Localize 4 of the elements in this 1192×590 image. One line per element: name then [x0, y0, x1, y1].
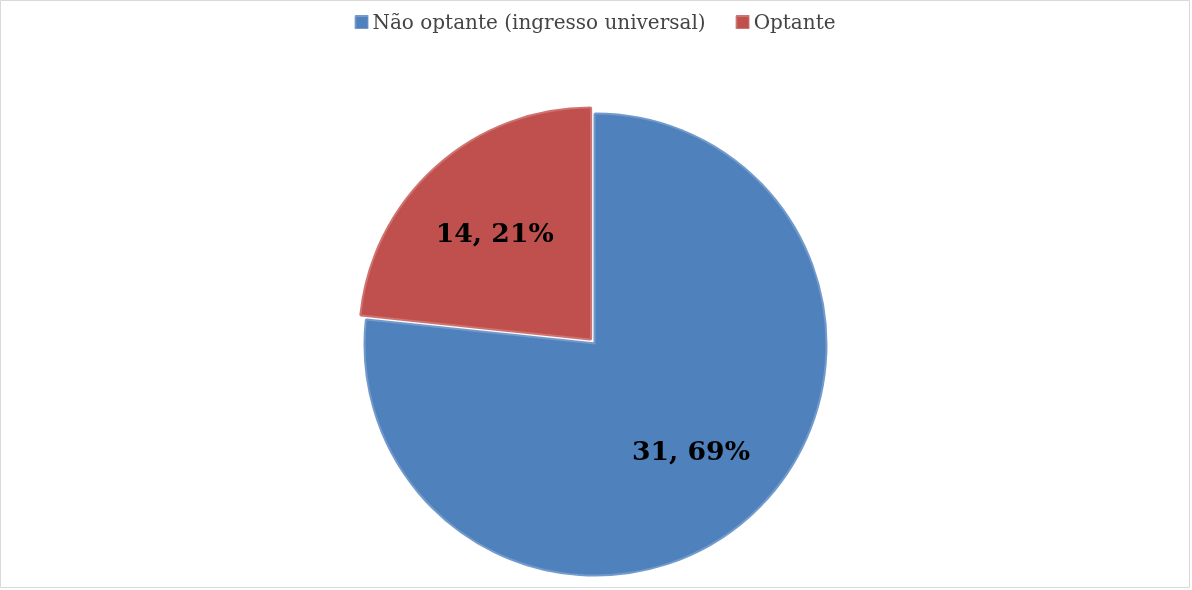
legend-label: Não optante (ingresso universal) — [372, 10, 706, 34]
legend-label: Optante — [753, 10, 836, 34]
data-label: 31, 69% — [631, 434, 750, 466]
data-label: 14, 21% — [435, 217, 554, 249]
